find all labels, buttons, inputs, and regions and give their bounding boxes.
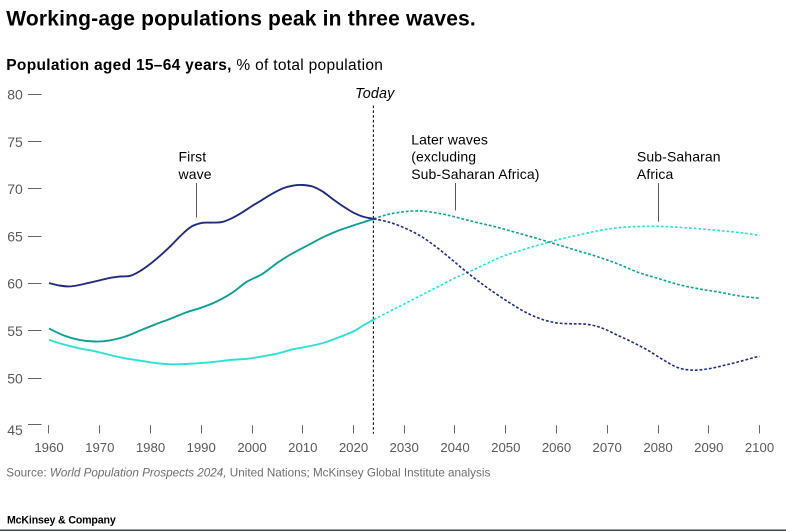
svg-text:Sub-Saharan Africa): Sub-Saharan Africa) bbox=[411, 166, 539, 182]
svg-text:2090: 2090 bbox=[694, 440, 723, 455]
svg-text:50: 50 bbox=[7, 370, 23, 386]
svg-text:Later waves: Later waves bbox=[411, 131, 488, 147]
svg-text:2050: 2050 bbox=[491, 440, 520, 455]
svg-text:2060: 2060 bbox=[542, 440, 571, 455]
svg-text:80: 80 bbox=[7, 87, 23, 103]
svg-text:2100: 2100 bbox=[745, 440, 774, 455]
svg-text:Population aged 15–64 years, %: Population aged 15–64 years, % of total … bbox=[6, 57, 383, 74]
svg-text:65: 65 bbox=[7, 228, 23, 244]
svg-text:First: First bbox=[179, 149, 207, 165]
svg-text:2030: 2030 bbox=[390, 440, 419, 455]
svg-text:Working-age populations peak i: Working-age populations peak in three wa… bbox=[6, 8, 476, 31]
svg-text:McKinsey & Company: McKinsey & Company bbox=[7, 514, 116, 526]
svg-text:wave: wave bbox=[178, 166, 212, 182]
svg-text:55: 55 bbox=[7, 323, 23, 339]
svg-text:Today: Today bbox=[355, 86, 395, 102]
svg-text:1970: 1970 bbox=[85, 440, 114, 455]
svg-text:2020: 2020 bbox=[339, 440, 368, 455]
svg-text:Sub-Saharan: Sub-Saharan bbox=[637, 149, 721, 165]
svg-text:(excluding: (excluding bbox=[411, 149, 476, 165]
svg-text:60: 60 bbox=[7, 276, 23, 292]
svg-text:Source: World Population Prosp: Source: World Population Prospects 2024,… bbox=[6, 467, 490, 480]
svg-text:2040: 2040 bbox=[440, 440, 469, 455]
svg-text:2070: 2070 bbox=[593, 440, 622, 455]
svg-text:2000: 2000 bbox=[237, 440, 266, 455]
svg-text:1960: 1960 bbox=[34, 440, 63, 455]
svg-text:45: 45 bbox=[7, 422, 23, 438]
svg-text:75: 75 bbox=[7, 134, 23, 150]
svg-text:Africa: Africa bbox=[637, 166, 674, 182]
svg-text:1990: 1990 bbox=[187, 440, 216, 455]
svg-text:2080: 2080 bbox=[643, 440, 672, 455]
svg-text:2010: 2010 bbox=[288, 440, 317, 455]
svg-text:70: 70 bbox=[7, 181, 23, 197]
svg-text:1980: 1980 bbox=[136, 440, 165, 455]
